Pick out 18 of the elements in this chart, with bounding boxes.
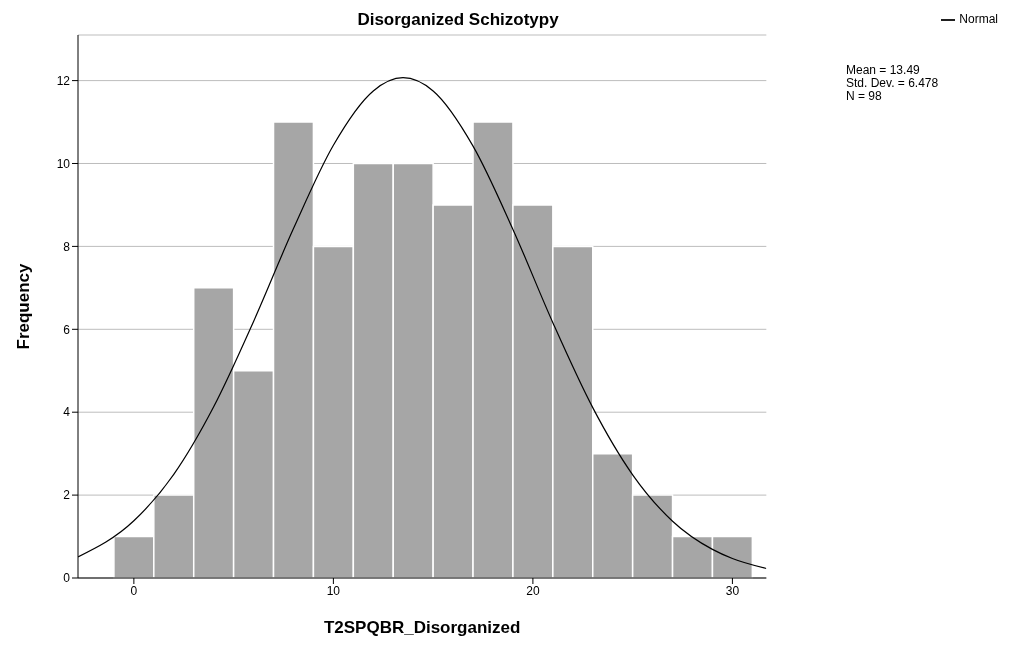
text: Mean = 13.49 [846, 63, 921, 77]
y-axis-title: Frequency [14, 262, 34, 350]
y-tick-label: 6 [63, 322, 71, 337]
x-tick-label: 0 [130, 583, 138, 598]
y-tick-label: 2 [63, 488, 71, 503]
chart-title: Disorganized Schizotypy [356, 10, 560, 30]
y-tick-label: 0 [63, 571, 71, 586]
text: Std. Dev. = 6.478 [846, 76, 939, 90]
y-tick-label: 10 [56, 156, 71, 171]
x-tick-label: 20 [526, 583, 540, 598]
y-tick-label: 8 [63, 239, 71, 254]
y-tick-label: 12 [56, 73, 71, 88]
text: N = 98 [846, 89, 883, 103]
x-axis-title: T2SPQBR_Disorganized [323, 618, 521, 637]
y-tick-label: 4 [63, 405, 71, 420]
x-tick-label: 30 [725, 583, 740, 598]
legend-label: Normal [959, 12, 998, 26]
x-tick-label: 10 [326, 583, 341, 598]
